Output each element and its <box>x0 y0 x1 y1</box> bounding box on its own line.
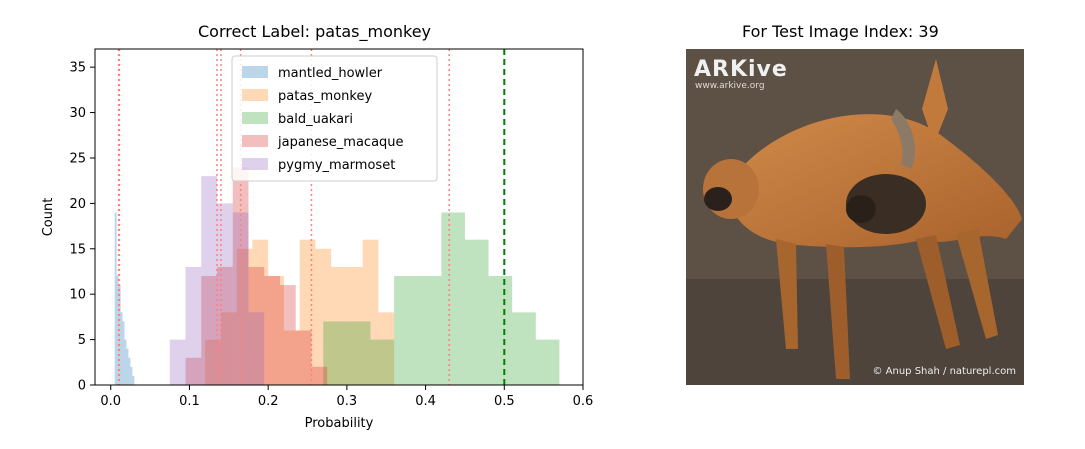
hist-bar <box>315 248 332 385</box>
legend-box <box>231 55 438 182</box>
legend-label: pygmy_marmoset <box>278 158 395 173</box>
hist-bar <box>346 321 371 385</box>
hist-bar <box>232 212 249 385</box>
x-tick-label: 0.3 <box>337 394 358 409</box>
hist-bar <box>130 366 133 385</box>
hist-bar <box>417 276 442 385</box>
x-tick-label: 0.1 <box>179 394 200 409</box>
watermark-logo: ARKive <box>694 57 788 82</box>
hist-bar <box>232 167 249 385</box>
hist-bar <box>116 276 119 385</box>
hist-bar <box>441 212 465 385</box>
y-tick-label: 5 <box>78 333 86 348</box>
y-tick-label: 20 <box>69 197 86 212</box>
x-axis-label: Probability <box>305 416 374 431</box>
hist-bar <box>535 339 560 385</box>
legend-label: bald_uakari <box>278 112 353 127</box>
x-tick-label: 0.0 <box>100 394 121 409</box>
hist-bar <box>120 312 123 385</box>
hist-bar <box>295 330 312 385</box>
hist-bar <box>132 375 135 385</box>
hist-bar <box>362 239 379 385</box>
x-tick-label: 0.5 <box>494 394 515 409</box>
hist-bar <box>252 239 269 385</box>
hist-bar <box>283 330 300 385</box>
hist-bar <box>126 348 129 385</box>
y-tick-label: 15 <box>69 242 86 257</box>
legend-swatch <box>242 66 268 78</box>
legend-label: patas_monkey <box>278 89 372 104</box>
y-axis-label: Count <box>41 198 56 237</box>
legend-swatch <box>242 89 268 101</box>
legend-label: mantled_howler <box>278 66 383 81</box>
hist-bar <box>201 276 217 385</box>
hist-bar <box>378 312 395 385</box>
legend-swatch <box>242 135 268 147</box>
hist-bar <box>185 357 202 385</box>
hist-bar <box>346 266 363 385</box>
hist-bar <box>185 266 202 385</box>
y-tick-label: 35 <box>69 61 86 76</box>
watermark-credit: © Anup Shah / naturepl.com <box>872 366 1016 377</box>
x-tick-label: 0.6 <box>573 394 594 409</box>
plot-frame <box>94 48 584 386</box>
y-tick-label: 10 <box>69 288 86 303</box>
hist-bar <box>122 321 125 385</box>
y-tick-label: 25 <box>69 151 86 166</box>
hist-bar <box>201 176 217 385</box>
legend-swatch <box>242 158 268 170</box>
hist-bar <box>124 339 127 385</box>
legend-swatch <box>242 112 268 124</box>
hist-bar <box>299 239 316 385</box>
legend-label: japanese_macaque <box>277 135 404 150</box>
hist-bar <box>114 212 117 385</box>
hist-bar <box>279 285 296 385</box>
hist-bar <box>169 339 186 385</box>
x-tick-label: 0.4 <box>415 394 436 409</box>
watermark-url: www.arkive.org <box>695 81 765 91</box>
hist-bar <box>394 276 418 385</box>
hist-bar <box>128 357 131 385</box>
hist-bar <box>331 266 347 385</box>
hist-bar <box>248 312 265 385</box>
test-image: ARKive www.arkive.org © Anup Shah / natu… <box>686 49 1024 385</box>
y-tick-label: 30 <box>69 106 86 121</box>
hist-bar <box>464 239 489 385</box>
hist-bar <box>220 312 237 385</box>
hist-bar <box>512 312 536 385</box>
monkey-photo <box>686 49 1024 385</box>
hist-bar <box>248 266 265 385</box>
x-tick-label: 0.2 <box>258 394 279 409</box>
image-title: For Test Image Index: 39 <box>742 22 939 41</box>
histogram-chart: 0.0 0.1 0.2 0.3 0.4 0.5 0.6 0 5 10 15 20 25 30 35 Proba… <box>41 48 594 431</box>
hist-bar <box>323 321 347 385</box>
hist-bar <box>217 203 233 385</box>
hist-bar <box>370 339 395 385</box>
y-tick-label: 0 <box>78 379 86 394</box>
hist-bar <box>488 276 513 385</box>
chart-title: Correct Label: patas_monkey <box>198 22 432 41</box>
hist-bar <box>311 366 328 385</box>
hist-bar <box>268 276 284 385</box>
hist-bar <box>264 276 280 385</box>
